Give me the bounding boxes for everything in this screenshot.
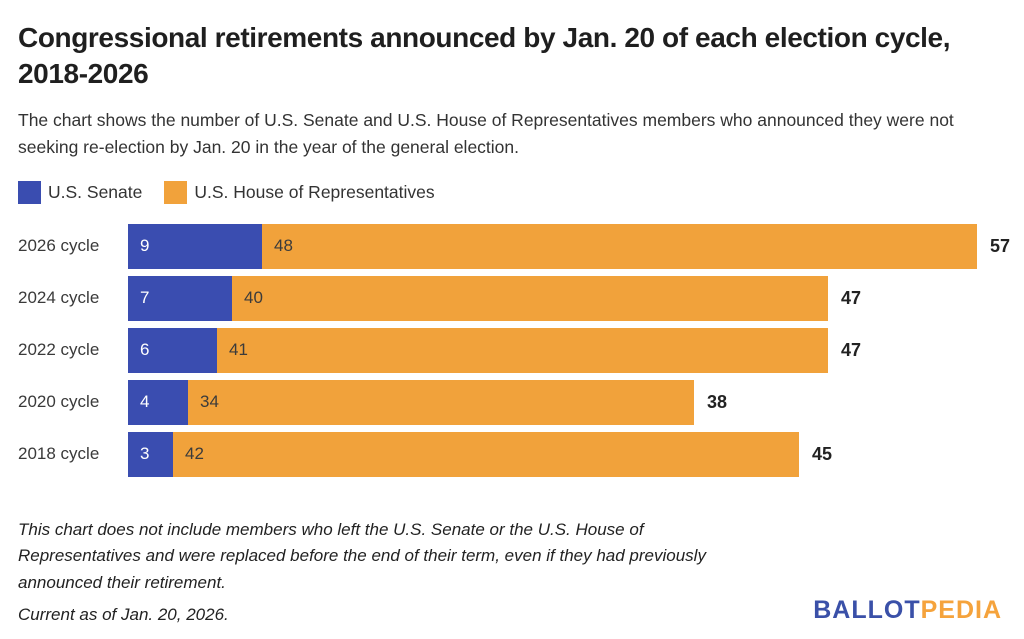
chart-row: 2022 cycle 6 41 47 (18, 327, 1004, 373)
category-label: 2020 cycle (18, 392, 100, 412)
category-label: 2026 cycle (18, 236, 100, 256)
senate-bar-segment: 7 (128, 275, 232, 321)
chart-row: 2018 cycle 3 42 45 (18, 431, 1004, 477)
bar-area: 4 34 38 (128, 379, 1004, 425)
segment-value-label: 9 (140, 236, 150, 256)
stacked-bar-chart: 2026 cycle 9 48 57 2024 cycle 7 40 47 2022 cycle… (18, 223, 1010, 484)
house-bar-segment: 41 (217, 327, 828, 373)
chart-row: 2026 cycle 9 48 57 (18, 223, 1010, 269)
house-bar-segment: 48 (262, 223, 977, 269)
segment-value-label: 7 (140, 288, 150, 308)
bar-area: 7 40 47 (128, 275, 1004, 321)
legend: U.S. Senate U.S. House of Representative… (18, 180, 1004, 204)
segment-value-label: 41 (229, 340, 248, 360)
senate-bar-segment: 6 (128, 327, 217, 373)
senate-bar-segment: 3 (128, 431, 173, 477)
bar-area: 3 42 45 (128, 431, 1004, 477)
segment-value-label: 34 (200, 392, 219, 412)
legend-item-house: U.S. House of Representatives (164, 180, 435, 204)
segment-value-label: 6 (140, 340, 150, 360)
segment-value-label: 48 (274, 236, 293, 256)
chart-row: 2024 cycle 7 40 47 (18, 275, 1004, 321)
segment-value-label: 42 (185, 444, 204, 464)
house-swatch-icon (164, 180, 188, 204)
house-bar-segment: 40 (232, 275, 828, 321)
senate-bar-segment: 9 (128, 223, 262, 269)
house-bar-segment: 34 (188, 379, 694, 425)
category-label: 2022 cycle (18, 340, 100, 360)
chart-title: Congressional retirements announced by J… (18, 22, 951, 89)
total-value-label: 38 (707, 391, 728, 412)
current-as-of-text: Current as of Jan. 20, 2026. (18, 604, 229, 624)
category-label: 2018 cycle (18, 444, 100, 464)
segment-value-label: 4 (140, 392, 150, 412)
total-value-label: 45 (812, 443, 833, 464)
category-label: 2024 cycle (18, 288, 100, 308)
logo-pedia-text: PEDIA (920, 595, 1002, 624)
bar-area: 6 41 47 (128, 327, 1004, 373)
segment-value-label: 40 (244, 288, 263, 308)
total-value-label: 47 (841, 339, 862, 360)
segment-value-label: 3 (140, 444, 150, 464)
bar-area: 9 48 57 (128, 223, 1011, 269)
total-value-label: 47 (841, 287, 862, 308)
senate-bar-segment: 4 (128, 379, 188, 425)
chart-row: 2020 cycle 4 34 38 (18, 379, 1004, 425)
ballotpedia-logo: BALLOTPEDIA (813, 596, 1004, 625)
chart-footnote: This chart does not include members who … (18, 519, 706, 592)
legend-item-senate: U.S. Senate (18, 180, 143, 204)
logo-ballot-text: BALLOT (813, 595, 921, 624)
chart-footer: Current as of Jan. 20, 2026. BALLOTPEDIA (18, 596, 1004, 629)
senate-swatch-icon (18, 180, 41, 204)
total-value-label: 57 (990, 235, 1011, 256)
legend-label-house: U.S. House of Representatives (194, 181, 435, 202)
chart-subtitle: The chart shows the number of U.S. Senat… (18, 109, 954, 157)
house-bar-segment: 42 (173, 431, 799, 477)
legend-label-senate: U.S. Senate (48, 181, 143, 202)
